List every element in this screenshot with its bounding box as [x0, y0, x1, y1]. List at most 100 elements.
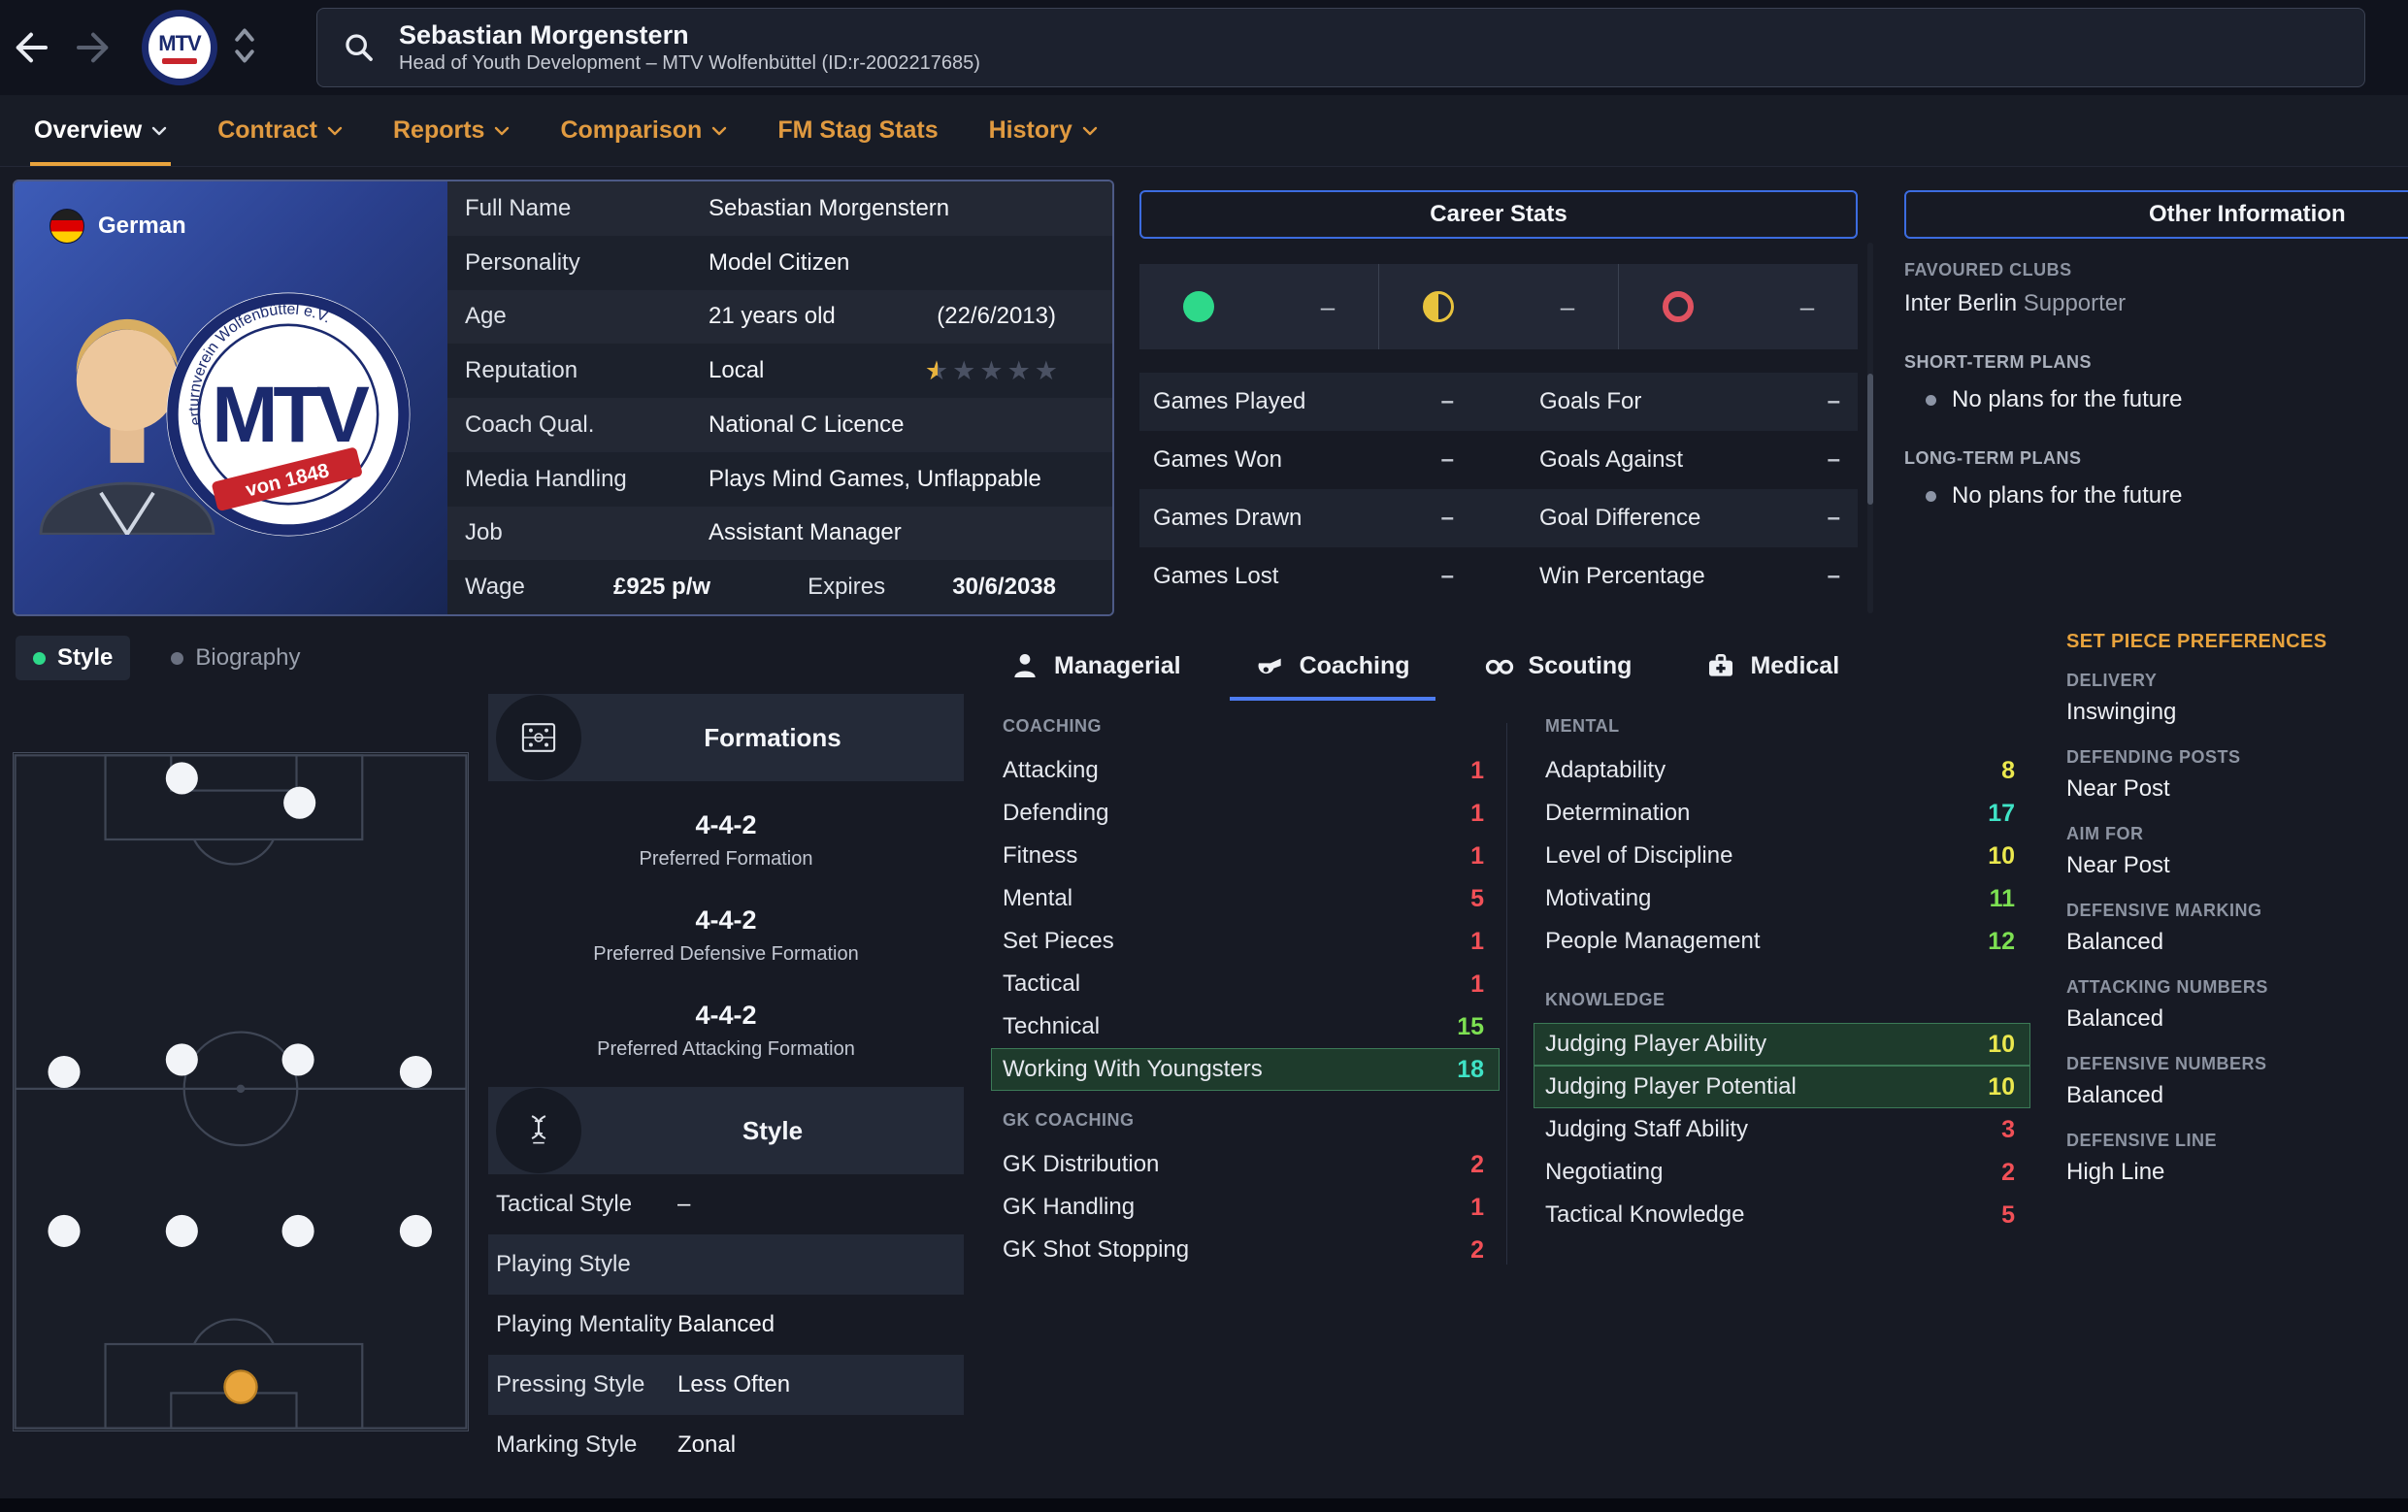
- stat-value: –: [1440, 563, 1454, 589]
- attribute-row-level-of-discipline[interactable]: Level of Discipline 10: [1534, 835, 2030, 877]
- german-flag-icon: [49, 209, 84, 244]
- attribute-row-judging-player-potential[interactable]: Judging Player Potential 10: [1534, 1066, 2030, 1108]
- sp-label: DEFENSIVE LINE: [2066, 1131, 2218, 1150]
- attribute-label: Tactical: [1003, 970, 1081, 997]
- profile-photo-area: German erturnverein Wolfenbüttel e.V. MT…: [15, 181, 447, 614]
- attribute-row-technical[interactable]: Technical 15: [991, 1005, 1500, 1048]
- formations-column: Formations 4-4-2 Preferred Formation 4-4…: [488, 694, 964, 1475]
- entity-cycle-buttons[interactable]: [231, 22, 258, 74]
- profile-row-reputation: Reputation Local ★★ ★ ★ ★ ★: [447, 344, 1112, 398]
- tab-label: History: [988, 116, 1072, 144]
- stat-cell: Games Won –: [1139, 431, 1471, 489]
- profile-row-media-handling: Media Handling Plays Mind Games, Unflapp…: [447, 451, 1112, 507]
- scrollbar[interactable]: [1867, 243, 1873, 613]
- formation-label: Preferred Formation: [639, 848, 813, 870]
- attribute-value: 5: [2001, 1200, 2015, 1229]
- attribute-label: People Management: [1545, 928, 1761, 954]
- attribute-row-adaptability[interactable]: Adaptability 8: [1534, 749, 2030, 792]
- attribute-label: Set Pieces: [1003, 928, 1114, 954]
- style-header: Style: [488, 1087, 964, 1174]
- scrollbar-thumb[interactable]: [1867, 374, 1873, 505]
- attribute-row-fitness[interactable]: Fitness 1: [991, 835, 1500, 877]
- wins-value: –: [1320, 291, 1336, 321]
- tab-comparison[interactable]: Comparison: [560, 95, 727, 166]
- profile-row-job: Job Assistant Manager: [447, 506, 1112, 561]
- tab-reports[interactable]: Reports: [393, 95, 510, 166]
- profile-details: Full Name Sebastian Morgenstern Personal…: [447, 181, 1112, 614]
- star-empty-icon: ★: [1006, 355, 1031, 385]
- attribute-row-negotiating[interactable]: Negotiating 2: [1534, 1151, 2030, 1194]
- set-piece-delivery: DELIVERY Inswinging: [2066, 671, 2408, 726]
- stat-value: –: [1827, 505, 1840, 531]
- gk-coaching-section-header: GK COACHING: [1003, 1110, 1135, 1130]
- toggle-biography-label: Biography: [195, 644, 301, 671]
- attribute-row-working-with-youngsters[interactable]: Working With Youngsters 18: [991, 1048, 1500, 1091]
- attribute-label: Attacking: [1003, 757, 1099, 783]
- attribute-row-defending[interactable]: Defending 1: [991, 792, 1500, 835]
- attribute-row-set-pieces[interactable]: Set Pieces 1: [991, 920, 1500, 963]
- attribute-label: Motivating: [1545, 885, 1652, 911]
- search-bar[interactable]: Sebastian Morgenstern Head of Youth Deve…: [316, 8, 2365, 87]
- draws-value: –: [1560, 291, 1575, 321]
- attr-tab-medical[interactable]: Medical: [1696, 631, 1849, 701]
- coaching-section-header: COACHING: [1003, 716, 1102, 736]
- sp-value: High Line: [2066, 1159, 2165, 1185]
- attribute-row-mental[interactable]: Mental 5: [991, 877, 1500, 920]
- attribute-row-gk-handling[interactable]: GK Handling 1: [991, 1186, 1500, 1229]
- toggle-biography[interactable]: Biography: [153, 636, 317, 680]
- tab-contract[interactable]: Contract: [217, 95, 343, 166]
- person-name: Sebastian Morgenstern: [399, 20, 689, 49]
- staff-photo: [39, 318, 215, 535]
- club-crest-large: erturnverein Wolfenbüttel e.V. MTV von 1…: [166, 292, 411, 537]
- sp-label: DEFENSIVE NUMBERS: [2066, 1054, 2267, 1073]
- tab-label: FM Stag Stats: [777, 116, 939, 144]
- row-value: Plays Mind Games, Unflappable: [709, 465, 1041, 492]
- profile-panel: German erturnverein Wolfenbüttel e.V. MT…: [13, 180, 1114, 616]
- attribute-row-tactical[interactable]: Tactical 1: [991, 963, 1500, 1005]
- forward-arrow-icon: [77, 32, 109, 63]
- attribute-row-gk-shot-stopping[interactable]: GK Shot Stopping 2: [991, 1229, 1500, 1271]
- attribute-row-judging-staff-ability[interactable]: Judging Staff Ability 3: [1534, 1108, 2030, 1151]
- attribute-value: 1: [1470, 841, 1484, 870]
- result-indicators: – – –: [1139, 264, 1858, 349]
- stat-value: –: [1827, 446, 1840, 473]
- toggle-style[interactable]: Style: [16, 636, 131, 680]
- tab-history[interactable]: History: [989, 95, 1098, 166]
- attr-tab-managerial[interactable]: Managerial: [1000, 631, 1191, 701]
- chevron-down-icon: [151, 126, 167, 135]
- attribute-row-people-management[interactable]: People Management 12: [1534, 920, 2030, 963]
- stat-label: Games Won: [1153, 446, 1282, 473]
- attribute-value: 2: [2001, 1158, 2015, 1186]
- attribute-row-tactical-knowledge[interactable]: Tactical Knowledge 5: [1534, 1194, 2030, 1236]
- club-crest-button[interactable]: MTV: [142, 10, 217, 85]
- tab-fm-stag-stats[interactable]: FM Stag Stats: [777, 95, 938, 166]
- attribute-row-judging-player-ability[interactable]: Judging Player Ability 10: [1534, 1023, 2030, 1066]
- view-toggle: Style Biography: [16, 636, 317, 680]
- attribute-row-motivating[interactable]: Motivating 11: [1534, 877, 2030, 920]
- tab-overview[interactable]: Overview: [29, 95, 172, 166]
- other-information-header[interactable]: Other Information: [1904, 190, 2408, 239]
- style-row-marking: Marking Style Zonal: [488, 1415, 964, 1475]
- attribute-row-determination[interactable]: Determination 17: [1534, 792, 2030, 835]
- stat-value: –: [1827, 388, 1840, 414]
- main-tab-bar: Overview Contract Reports Comparison FM …: [0, 95, 2408, 167]
- forward-button[interactable]: [62, 16, 124, 79]
- attribute-label: GK Distribution: [1003, 1151, 1160, 1177]
- back-button[interactable]: [0, 16, 62, 79]
- row-label: Pressing Style: [496, 1371, 645, 1397]
- attribute-value: 1: [1470, 799, 1484, 827]
- player-dot: [165, 762, 198, 795]
- attr-tab-scouting[interactable]: Scouting: [1474, 631, 1642, 701]
- attribute-row-gk-distribution[interactable]: GK Distribution 2: [991, 1143, 1500, 1186]
- draws-indicator: –: [1378, 264, 1618, 349]
- chevron-down-icon: [327, 126, 343, 135]
- attr-tab-coaching[interactable]: Coaching: [1229, 631, 1435, 701]
- sp-value: Balanced: [2066, 1005, 2164, 1032]
- career-stats-header[interactable]: Career Stats: [1139, 190, 1858, 239]
- attr-tab-label: Scouting: [1528, 651, 1633, 679]
- row-value: 21 years old: [709, 303, 836, 330]
- profile-row-wage: Wage £925 p/w Expires 30/6/2038: [447, 560, 1112, 614]
- win-icon: [1182, 291, 1214, 322]
- attr-tab-label: Coaching: [1299, 651, 1410, 679]
- attribute-row-attacking[interactable]: Attacking 1: [991, 749, 1500, 792]
